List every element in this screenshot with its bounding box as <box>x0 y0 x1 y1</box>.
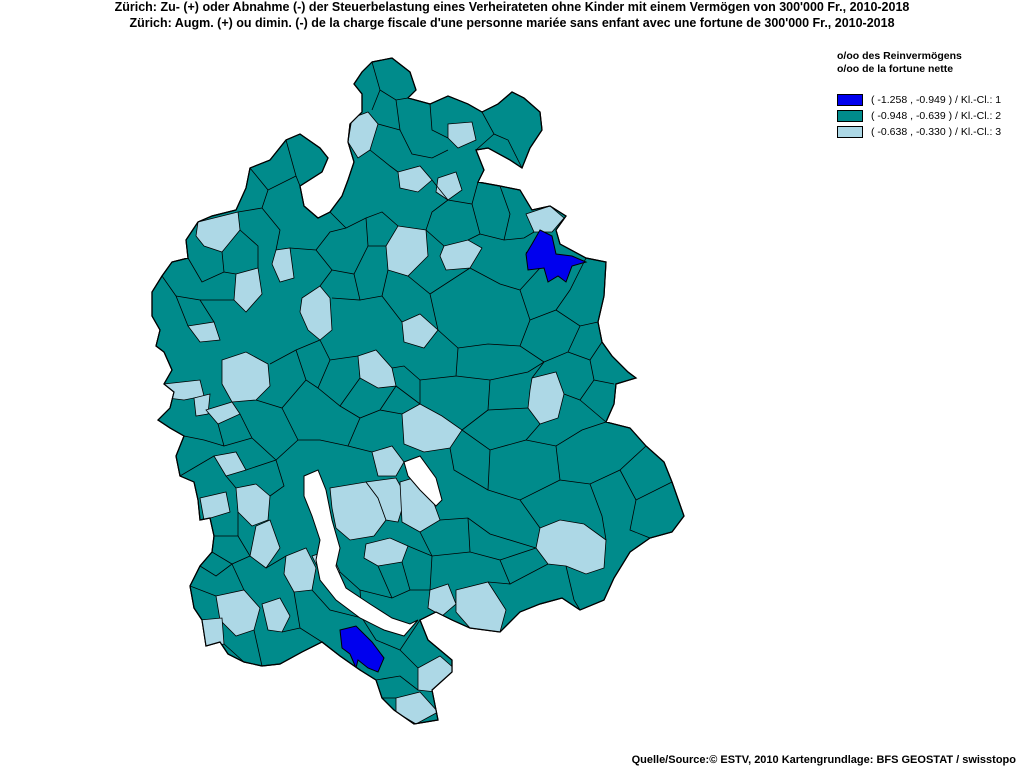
municipality <box>371 445 405 477</box>
municipality <box>397 165 433 193</box>
map-title-french: Zürich: Augm. (+) ou dimin. (-) de la ch… <box>129 16 895 30</box>
municipality <box>365 477 407 523</box>
municipality <box>299 285 333 341</box>
legend-swatch <box>837 94 863 106</box>
municipality <box>249 519 281 569</box>
municipality <box>187 321 221 343</box>
legend-item-class-1: ( -1.258 , -0.949 ) / Kl.-Cl.: 1 <box>837 92 1024 108</box>
municipality <box>525 229 588 283</box>
map-title-german: Zürich: Zu- (+) oder Abnahme (-) der Ste… <box>114 0 910 14</box>
municipality <box>447 121 477 149</box>
legend-items: ( -1.258 , -0.949 ) / Kl.-Cl.: 1 ( -0.94… <box>837 92 1024 140</box>
legend-title-german: o/oo des Reinvermögens <box>837 50 962 62</box>
municipality <box>261 597 291 633</box>
municipality-boundaries <box>161 61 673 699</box>
municipalities-layer <box>161 61 673 724</box>
legend-label: ( -0.948 , -0.639 ) / Kl.-Cl.: 2 <box>871 110 1002 122</box>
municipality <box>527 371 565 425</box>
municipality <box>271 247 295 283</box>
map-legend: o/oo des Reinvermögens o/oo de la fortun… <box>837 50 1024 140</box>
municipality <box>221 351 271 403</box>
class-1-municipalities <box>339 229 588 673</box>
legend-title-french: o/oo de la fortune nette <box>837 63 954 75</box>
legend-swatch <box>837 110 863 122</box>
legend-label: ( -1.258 , -0.949 ) / Kl.-Cl.: 1 <box>871 94 1002 106</box>
municipality <box>193 393 211 417</box>
legend-swatch <box>837 126 863 138</box>
source-note: Quelle/Source:© ESTV, 2010 Kartengrundla… <box>631 754 1016 766</box>
legend-label: ( -0.638 , -0.330 ) / Kl.-Cl.: 3 <box>871 126 1002 138</box>
municipality <box>427 583 457 617</box>
municipality <box>199 491 231 521</box>
lake-zurich <box>303 469 419 637</box>
greifensee <box>403 455 443 507</box>
legend-item-class-2: ( -0.948 , -0.639 ) / Kl.-Cl.: 2 <box>837 108 1024 124</box>
municipality <box>535 519 607 575</box>
municipality <box>339 625 385 673</box>
legend-item-class-3: ( -0.638 , -0.330 ) / Kl.-Cl.: 3 <box>837 124 1024 140</box>
municipality <box>401 403 463 453</box>
municipality <box>233 267 263 313</box>
municipality <box>395 691 439 724</box>
municipality <box>401 313 439 349</box>
